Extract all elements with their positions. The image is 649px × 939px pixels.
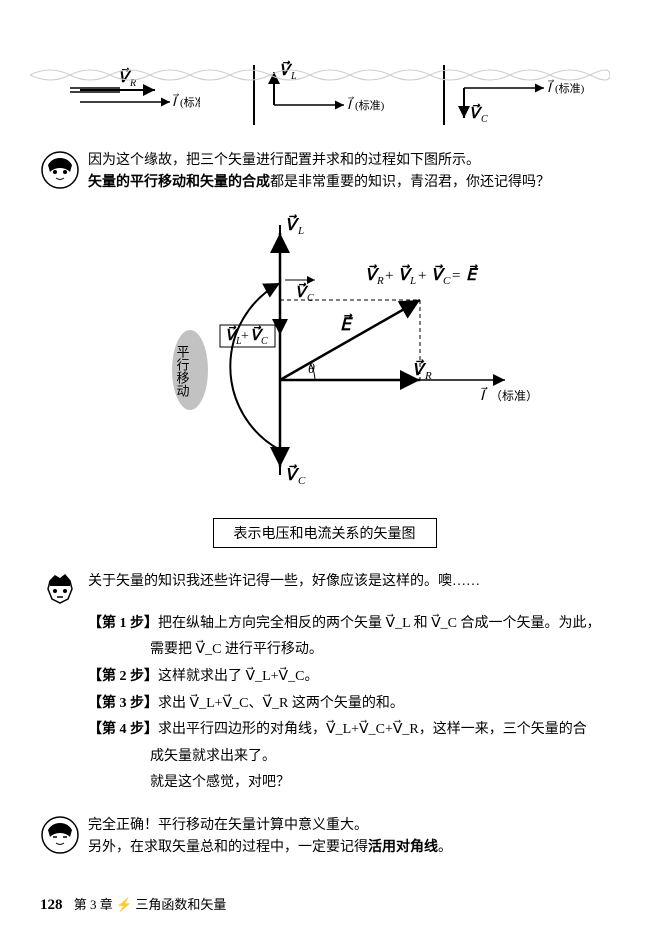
- para1-line1: 因为这个缘故，把三个矢量进行配置并求和的过程如下图所示。: [88, 150, 609, 172]
- svg-text:θ: θ: [308, 362, 315, 377]
- svg-text:E⃗: E⃗: [340, 313, 354, 334]
- page-footer: 128 第 3 章 ⚡ 三角函数和矢量: [40, 894, 226, 914]
- steps-list: 【第 1 步】把在纵轴上方向完全相反的两个矢量 V⃗_L 和 V⃗_C 合成一个…: [88, 611, 609, 797]
- para3-line2: 另外，在求取矢量总和的过程中，一定要记得活用对角线。: [88, 837, 609, 859]
- svg-text:（标准）: （标准）: [490, 389, 538, 403]
- avatar-girl2-icon: [40, 815, 80, 855]
- para2-text: 关于矢量的知识我还些许记得一些，好像应该是这样的。噢……: [88, 571, 609, 593]
- caption-wrap: 表示电压和电流关系的矢量图: [40, 510, 609, 556]
- svg-text:I⃗: I⃗: [347, 97, 354, 112]
- decorative-wave: [30, 65, 610, 85]
- main-vector-diagram: I⃗（标准） V⃗L V⃗C V⃗C V⃗L+V⃗C 平行移动 V⃗R E⃗ θ…: [40, 205, 609, 500]
- svg-text:(标准): (标准): [180, 95, 200, 109]
- svg-text:平行移动: 平行移动: [174, 345, 189, 398]
- svg-text:(标准): (标准): [355, 98, 385, 112]
- svg-text:+: +: [418, 268, 426, 284]
- svg-text:C: C: [443, 275, 451, 287]
- svg-text:+: +: [241, 329, 249, 344]
- chapter-label: 第 3 章 ⚡ 三角函数和矢量: [74, 897, 227, 912]
- avatar-boy-icon: [40, 571, 80, 611]
- svg-text:=: =: [452, 268, 460, 284]
- step-1: 【第 1 步】把在纵轴上方向完全相反的两个矢量 V⃗_L 和 V⃗_C 合成一个…: [88, 611, 609, 638]
- diagram-caption: 表示电压和电流关系的矢量图: [213, 518, 437, 548]
- svg-text:R: R: [424, 370, 432, 382]
- avatar-girl-icon: [40, 150, 80, 190]
- svg-text:I⃗: I⃗: [172, 94, 179, 109]
- step-4: 【第 4 步】求出平行四边形的对角线，V⃗_L+V⃗_C+V⃗_R，这样一来，三…: [88, 717, 609, 744]
- step-1-cont: 需要把 V⃗_C 进行平行移动。: [150, 637, 609, 664]
- svg-text:L: L: [409, 275, 416, 287]
- step-3: 【第 3 步】求出 V⃗_L+V⃗_C、V⃗_R 这两个矢量的和。: [88, 691, 609, 718]
- svg-text:C: C: [298, 475, 306, 487]
- paragraph-3: 完全正确！平行移动在矢量计算中意义重大。 另外，在求取矢量总和的过程中，一定要记…: [40, 815, 609, 860]
- paragraph-2: 关于矢量的知识我还些许记得一些，好像应该是这样的。噢……: [40, 571, 609, 611]
- svg-text:C: C: [481, 114, 488, 125]
- svg-text:I⃗: I⃗: [480, 386, 488, 404]
- para3-line1: 完全正确！平行移动在矢量计算中意义重大。: [88, 815, 609, 837]
- svg-text:+: +: [385, 268, 393, 284]
- step-end: 就是这个感觉，对吧？: [150, 770, 609, 797]
- step-2: 【第 2 步】这样就求出了 V⃗_L+V⃗_C。: [88, 664, 609, 691]
- svg-text:L: L: [297, 225, 304, 237]
- step-4-cont: 成矢量就求出来了。: [150, 744, 609, 771]
- page-number: 128: [40, 897, 63, 913]
- para1-line2: 矢量的平行移动和矢量的合成都是非常重要的知识，青沼君，你还记得吗？: [88, 172, 609, 194]
- svg-text:R: R: [376, 275, 384, 287]
- svg-text:E⃗: E⃗: [466, 264, 479, 284]
- svg-text:C: C: [261, 336, 268, 347]
- paragraph-1: 因为这个缘故，把三个矢量进行配置并求和的过程如下图所示。 矢量的平行移动和矢量的…: [40, 150, 609, 195]
- svg-text:C: C: [307, 293, 314, 304]
